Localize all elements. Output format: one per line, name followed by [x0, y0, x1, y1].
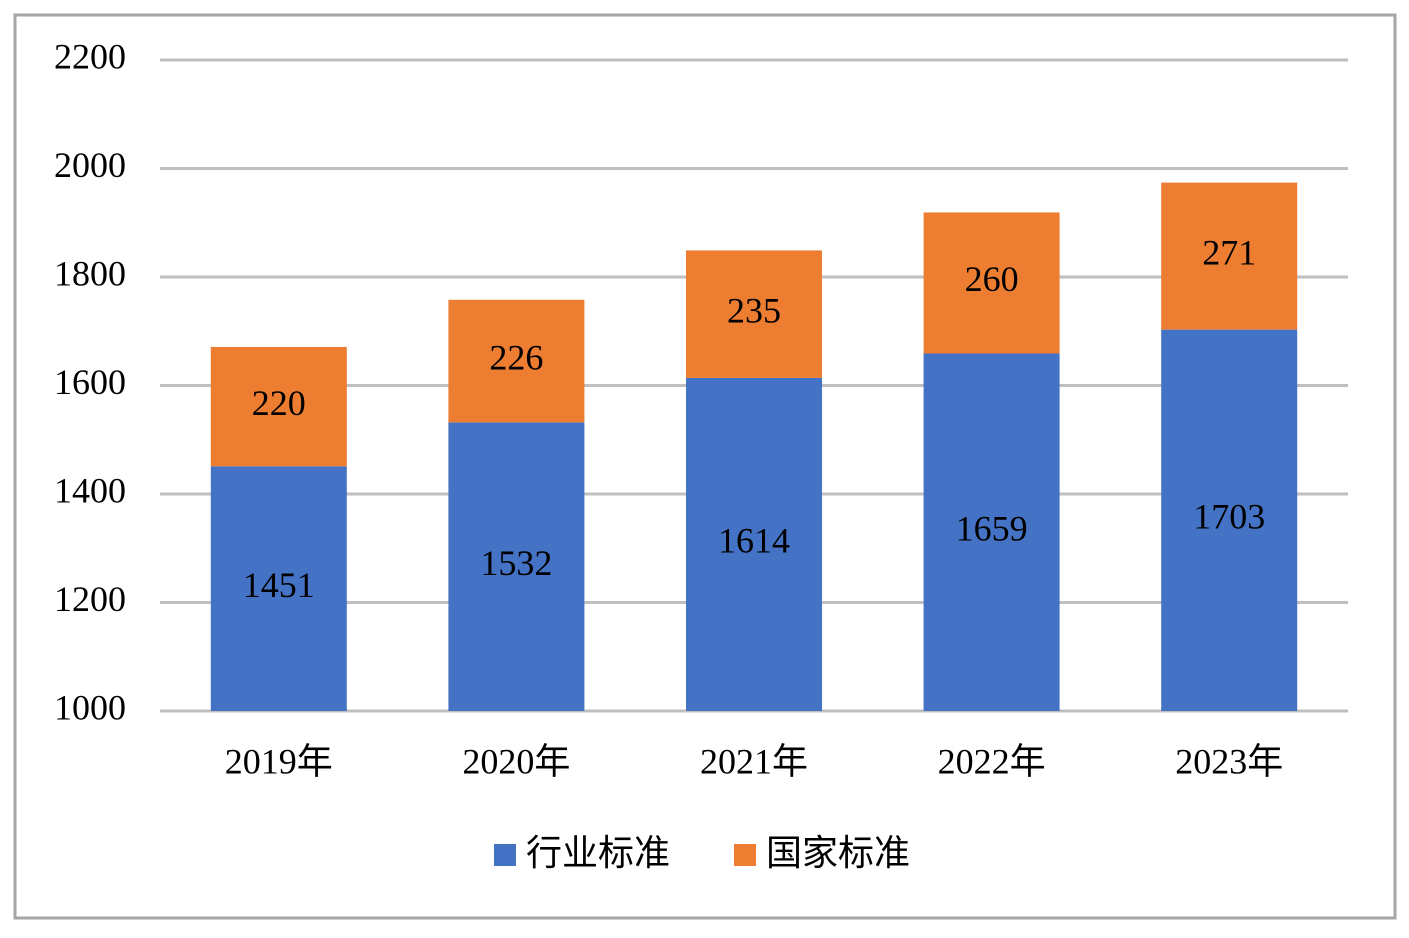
y-tick-label: 1200 [54, 579, 126, 619]
data-label: 1451 [243, 565, 315, 605]
x-tick-label: 2022年 [938, 741, 1046, 781]
bar-segment [448, 422, 585, 711]
x-tick-label: 2021年 [700, 741, 808, 781]
legend-label: 行业标准 [526, 833, 670, 874]
bar-segment [210, 346, 347, 467]
legend-label: 国家标准 [766, 833, 910, 874]
bar-segment [923, 353, 1060, 711]
data-label: 226 [489, 337, 543, 377]
data-label: 1532 [480, 543, 552, 583]
bar-segment [923, 212, 1060, 354]
x-tick-label: 2019年 [225, 741, 333, 781]
data-label: 1659 [956, 509, 1028, 549]
bar-segment [210, 466, 347, 711]
data-label: 260 [965, 259, 1019, 299]
legend-swatch [734, 844, 756, 866]
bar-segment [1161, 329, 1298, 711]
legend-swatch [494, 844, 516, 866]
x-tick-label: 2020年 [462, 741, 570, 781]
bar-segment [686, 377, 822, 711]
bar-segment [448, 299, 585, 423]
data-label: 220 [252, 383, 306, 423]
y-tick-label: 1600 [54, 362, 126, 402]
y-tick-label: 1400 [54, 470, 126, 510]
y-tick-label: 1000 [54, 687, 126, 727]
y-tick-label: 2000 [54, 145, 126, 185]
data-label: 235 [727, 290, 781, 330]
data-label: 271 [1202, 232, 1256, 272]
data-label: 1703 [1193, 497, 1265, 537]
bar-segment [1161, 182, 1298, 330]
y-tick-label: 2200 [54, 36, 126, 76]
y-tick-label: 1800 [54, 253, 126, 293]
x-tick-label: 2023年 [1175, 741, 1283, 781]
data-label: 1614 [718, 521, 790, 561]
bar-segment [686, 250, 822, 378]
